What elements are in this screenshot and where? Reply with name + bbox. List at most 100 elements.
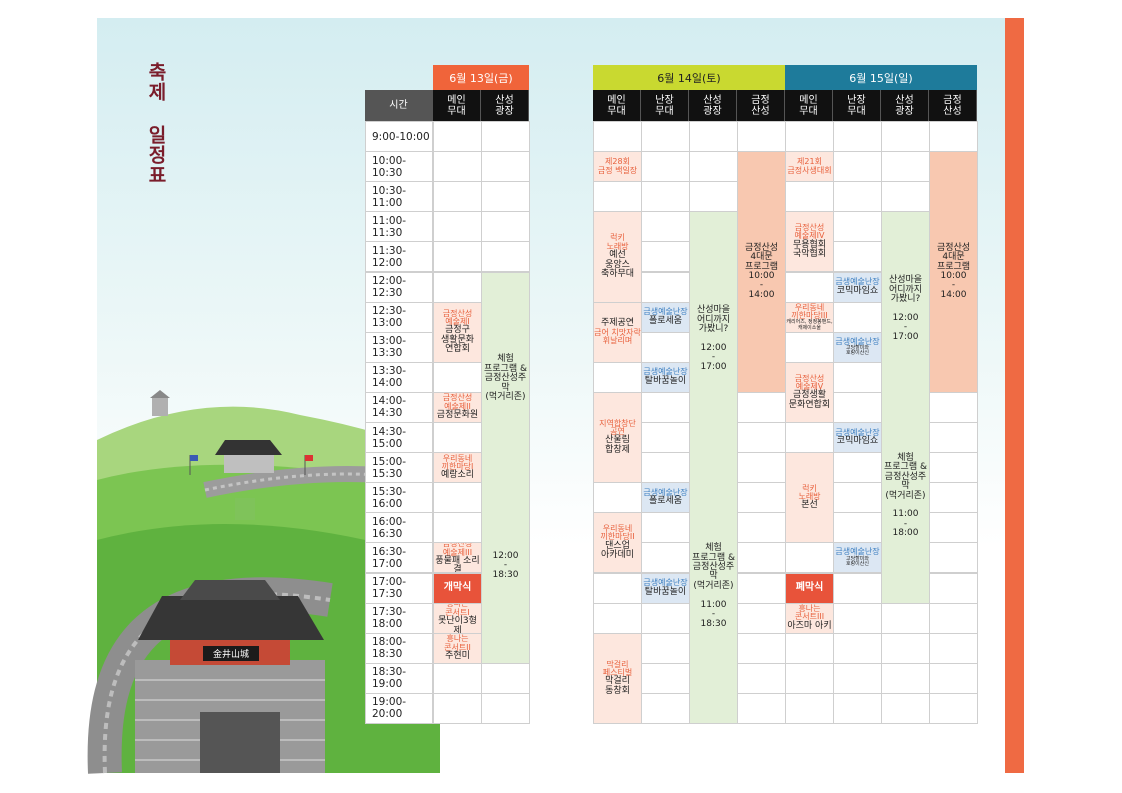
empty-cell [433, 211, 482, 243]
event-cell: 금생예술난장 고당할미와 호랑이산신 [833, 331, 882, 363]
date-header: 6월 13일(금) [433, 65, 529, 90]
empty-cell [641, 331, 690, 363]
event-text: 금정산성 예술제II [442, 393, 473, 411]
empty-cell [785, 542, 834, 574]
event-cell: 흥나는 콘서트III 아즈마 아키 [785, 602, 834, 634]
event-text: 금정구 생활문화 연합회 [440, 325, 475, 355]
event-text: 금생예술난장 [835, 336, 880, 346]
empty-cell [833, 602, 882, 634]
date-header: 6월 14일(토) [593, 65, 785, 90]
event-cell: 금생예술난장 고당할미와 호랑이산신 [833, 542, 882, 574]
empty-cell [641, 452, 690, 484]
event-text: 흥나는 콘서트III [794, 604, 825, 622]
page-title: 축제 일정표 [145, 62, 167, 185]
event-text: 럭키 노래방 [606, 233, 629, 251]
time-label: 15:30-16:00 [365, 482, 433, 514]
empty-cell [433, 662, 482, 694]
time-label: 12:00-12:30 [365, 271, 433, 303]
empty-cell [929, 692, 978, 724]
event-cell: 우리동네 끼한마당III 캐리어즈, 정정봉밴드, 캐제이소울 [785, 301, 834, 333]
empty-cell [785, 662, 834, 694]
event-text: 금정산성 예술제V [794, 373, 825, 391]
event-text: 흥나는 콘서트I [445, 602, 470, 617]
event-cell: 금정산성 예술제V 금정생활 문화연합회 [785, 361, 834, 423]
date-header: 6월 15일(일) [785, 65, 977, 90]
empty-cell [433, 692, 482, 724]
event-text: 본선 [801, 500, 818, 511]
empty-cell [785, 181, 834, 213]
empty-cell [881, 662, 930, 694]
event-text: 금정산성 예술제IV [794, 223, 825, 241]
event-text: 산성마을 어디까지 가봤니? 12:00 - 17:00 [888, 275, 923, 342]
event-text: 체험 프로그램 & 금정산성주막 (먹거리존) 11:00 - 18:00 [884, 452, 927, 539]
empty-cell [641, 121, 690, 153]
empty-cell [641, 181, 690, 213]
event-text: 주현미 [445, 650, 470, 661]
empty-cell [737, 632, 786, 664]
event-text: 웅앙스 축하무대 [600, 259, 635, 280]
stage-header: 산성 광장 [481, 90, 529, 121]
empty-cell [641, 211, 690, 243]
empty-cell [737, 662, 786, 694]
time-label: 14:30-15:00 [365, 422, 433, 454]
empty-cell [689, 181, 738, 213]
stage-header: 메인 무대 [593, 90, 641, 121]
empty-cell [929, 662, 978, 694]
empty-cell [593, 181, 642, 213]
empty-cell [833, 452, 882, 484]
time-label: 11:30-12:00 [365, 241, 433, 273]
event-text: 흥나는 콘서트II [444, 634, 471, 652]
empty-cell [833, 301, 882, 333]
empty-cell [433, 121, 482, 153]
empty-cell [641, 542, 690, 574]
empty-cell [737, 602, 786, 634]
time-label: 9:00-10:00 [365, 121, 433, 153]
empty-cell [641, 241, 690, 273]
empty-cell [833, 151, 882, 183]
event-text: 막걸리 동창회 [605, 676, 630, 696]
event-text: 제21회 금정사생대회 [787, 157, 832, 175]
event-text: 무용협회 국악협회 [792, 239, 827, 260]
empty-cell [881, 692, 930, 724]
gate-sign: 金井山城 [213, 648, 249, 660]
event-text: 금정산성 4대문 프로그램 [744, 242, 779, 272]
stage-header: 금정 산성 [929, 90, 977, 121]
event-cell: 개막식 [433, 572, 482, 604]
empty-cell [833, 391, 882, 423]
stage-header: 금정 산성 [737, 90, 785, 121]
empty-cell [481, 151, 530, 183]
empty-cell [929, 452, 978, 484]
event-text: 제28회 금정 백일장 [597, 157, 638, 175]
empty-cell [433, 271, 482, 303]
empty-cell [481, 692, 530, 724]
event-text: 폐막식 [795, 581, 824, 593]
event-text: 10:00 - 14:00 [940, 270, 967, 300]
time-label: 15:00-15:30 [365, 452, 433, 484]
empty-cell [737, 542, 786, 574]
event-text: 우리동네 끼한마당I [441, 453, 474, 471]
event-text: 폴로세움 [648, 496, 683, 507]
stage-header: 난장 무대 [833, 90, 881, 121]
event-cell: 제21회 금정사생대회 [785, 151, 834, 183]
empty-cell [833, 662, 882, 694]
event-text: 폴로세움 [648, 315, 683, 326]
time-header: 시간 [365, 90, 433, 121]
event-cell: 산성마을 어디까지 가봤니? 12:00 - 17:00 체험 프로그램 & 금정… [689, 211, 738, 724]
empty-cell [833, 572, 882, 604]
event-text: 금생예술난장 [643, 307, 688, 317]
empty-cell [641, 692, 690, 724]
empty-cell [785, 121, 834, 153]
event-text: 개막식 [443, 581, 472, 593]
event-cell: 금정산성 예술제IV 무용협회 국악협회 [785, 211, 834, 273]
empty-cell [785, 632, 834, 664]
time-label: 13:30-14:00 [365, 361, 433, 393]
empty-cell [641, 391, 690, 423]
empty-cell [433, 151, 482, 183]
time-label: 17:30-18:00 [365, 602, 433, 634]
empty-cell [481, 211, 530, 243]
time-label: 19:00-20:00 [365, 692, 433, 724]
event-cell: 흥나는 콘서트I 못난이3형제 [433, 602, 482, 634]
empty-cell [481, 181, 530, 213]
